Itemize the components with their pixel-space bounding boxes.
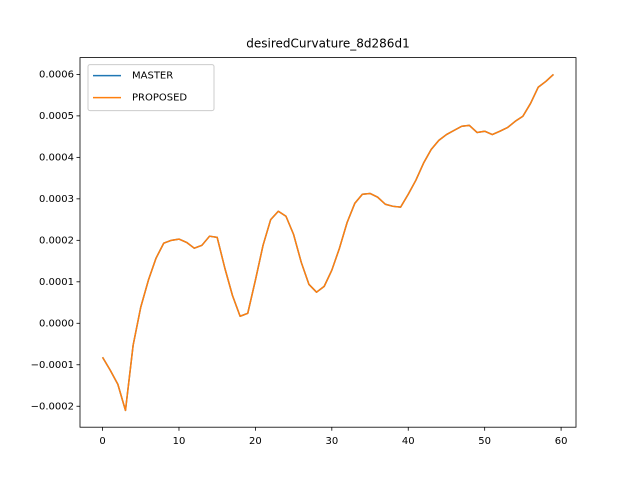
x-tick-label: 60 [555, 436, 568, 447]
legend-label: MASTER [132, 71, 173, 82]
y-tick-label: 0.0005 [39, 111, 74, 122]
x-tick-label: 50 [478, 436, 491, 447]
y-tick-label: 0.0003 [39, 194, 74, 205]
legend: MASTER PROPOSED [87, 64, 215, 112]
x-tick-label: 40 [402, 436, 415, 447]
y-tick-label: −0.0001 [31, 360, 74, 371]
y-tick-label: 0.0002 [39, 235, 74, 246]
y-tick-label: −0.0002 [31, 401, 74, 412]
y-tick-label: 0.0001 [39, 277, 74, 288]
x-tick-label: 20 [249, 436, 262, 447]
y-tick-label: 0.0000 [39, 318, 74, 329]
chart-title: desiredCurvature_8d286d1 [246, 37, 409, 51]
x-tick-label: 10 [173, 436, 186, 447]
x-tick-label: 30 [325, 436, 338, 447]
y-tick-label: 0.0004 [39, 152, 74, 163]
y-tick-label: 0.0006 [39, 69, 74, 80]
series-line [101, 73, 554, 412]
x-tick-label: 0 [99, 436, 105, 447]
plot-frame [79, 57, 577, 428]
legend-label: PROPOSED [132, 93, 187, 104]
